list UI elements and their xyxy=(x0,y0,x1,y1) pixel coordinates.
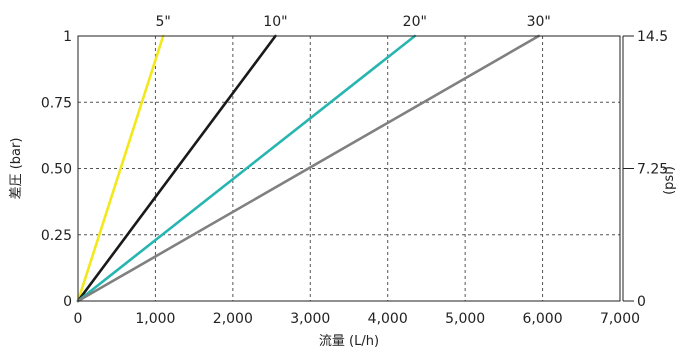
series-line-2 xyxy=(76,34,417,303)
x-axis-ticks: 0 1,000 2,000 3,000 4,000 5,000 6,000 7,000 xyxy=(74,311,641,327)
series-label-1: 10" xyxy=(263,14,287,30)
x-tick-label-0: 0 xyxy=(74,311,83,327)
plot-frame xyxy=(77,35,621,302)
series-labels: 5" 10" 20" 30" xyxy=(155,14,550,30)
y-axis-ticks: 0 0.25 0.50 0.75 1 xyxy=(41,29,72,310)
series-line-1 xyxy=(76,34,277,303)
x-tick-label-3: 3,000 xyxy=(290,311,330,327)
series-label-2: 20" xyxy=(403,14,427,30)
series-label-3: 30" xyxy=(527,14,551,30)
y2-tick-label-0: 0 xyxy=(637,294,646,310)
x-tick-label-2: 2,000 xyxy=(213,311,253,327)
series-line-0 xyxy=(76,34,165,303)
y-tick-label-4: 1 xyxy=(63,29,72,45)
y-tick-label-2: 0.50 xyxy=(41,162,72,178)
series-line-3 xyxy=(76,34,541,303)
series-lines xyxy=(76,34,541,303)
x-tick-label-6: 6,000 xyxy=(523,311,563,327)
x-tick-label-5: 5,000 xyxy=(445,311,485,327)
grid xyxy=(78,36,620,301)
x-tick-label-4: 4,000 xyxy=(368,311,408,327)
y-tick-label-3: 0.75 xyxy=(41,95,72,111)
y2-axis-title: (psi) xyxy=(662,166,677,195)
x-tick-label-7: 7,000 xyxy=(600,311,640,327)
y-tick-label-0: 0 xyxy=(63,294,72,310)
x-axis-title: 流量 (L/h) xyxy=(319,334,379,349)
series-label-0: 5" xyxy=(155,14,170,30)
y2-axis-ticks: 0 7.25 14.5 xyxy=(622,29,668,310)
y-axis-title: 差圧 (bar) xyxy=(9,138,24,200)
y2-tick-label-2: 14.5 xyxy=(637,29,668,45)
y2-tick-label-1: 7.25 xyxy=(637,162,668,178)
x-tick-label-1: 1,000 xyxy=(135,311,175,327)
y-tick-label-1: 0.25 xyxy=(41,228,72,244)
